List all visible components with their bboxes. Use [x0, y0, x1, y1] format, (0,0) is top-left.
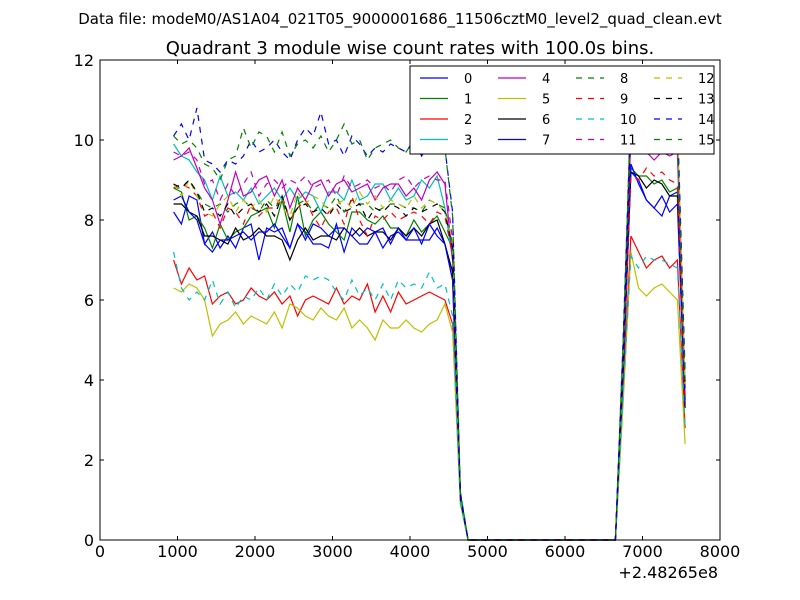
y-tick-label: 10	[74, 131, 94, 150]
legend-label-14: 14	[698, 113, 715, 128]
x-axis-offset-label: +2.48265e8	[618, 563, 718, 582]
legend-label-7: 7	[542, 134, 550, 149]
series-line-11	[173, 114, 686, 541]
chart-title: Quadrant 3 module wise count rates with …	[166, 38, 655, 59]
legend-label-6: 6	[542, 113, 550, 128]
legend-label-8: 8	[620, 72, 628, 87]
x-tick-label: 2000	[235, 542, 276, 561]
legend-label-2: 2	[464, 113, 472, 128]
legend-label-10: 10	[620, 113, 637, 128]
series-line-13	[173, 114, 686, 541]
data-file-label: Data file: modeM0/AS1A04_021T05_90000016…	[78, 10, 722, 29]
x-tick-label: 6000	[545, 542, 586, 561]
legend-label-1: 1	[464, 93, 472, 108]
x-tick-label: 0	[95, 542, 105, 561]
x-tick-label: 4000	[390, 542, 431, 561]
legend-label-12: 12	[698, 72, 715, 87]
legend-label-15: 15	[698, 134, 715, 149]
x-tick-label: 3000	[312, 542, 353, 561]
y-tick-label: 6	[84, 291, 94, 310]
legend-box	[409, 65, 715, 155]
legend-label-0: 0	[464, 72, 472, 87]
legend-label-13: 13	[698, 93, 715, 108]
y-tick-label: 2	[84, 451, 94, 470]
legend-label-4: 4	[542, 72, 550, 87]
y-tick-label: 4	[84, 371, 94, 390]
x-tick-label: 7000	[622, 542, 663, 561]
x-tick-label: 5000	[467, 542, 508, 561]
legend-label-9: 9	[620, 93, 628, 108]
legend-label-3: 3	[464, 134, 472, 149]
y-tick-label: 0	[84, 531, 94, 550]
x-tick-label: 8000	[700, 542, 741, 561]
plot-frame	[99, 59, 721, 541]
y-tick-label: 8	[84, 211, 94, 230]
x-tick-label: 1000	[157, 542, 198, 561]
series-line-9	[173, 167, 686, 541]
legend-label-11: 11	[620, 134, 637, 149]
legend-label-5: 5	[542, 93, 550, 108]
y-tick-label: 12	[74, 51, 94, 70]
